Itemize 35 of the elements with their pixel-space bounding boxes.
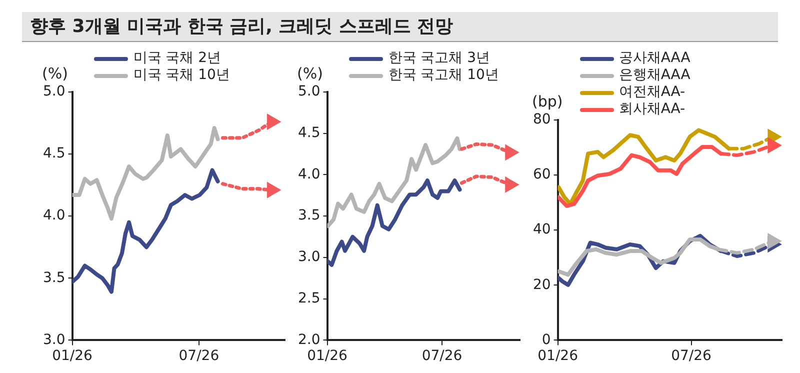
chart-title: 향후 3개월 미국과 한국 금리, 크레딧 스프레드 전망 — [22, 12, 778, 42]
y-tick-label: 3.5 — [43, 270, 66, 286]
legend-label: 미국 국채 2년 — [133, 50, 222, 67]
y-tick-label: 2.0 — [298, 332, 320, 348]
y-tick-label: 4.5 — [43, 146, 66, 162]
legend-label: 한국 국고채 3년 — [388, 50, 490, 67]
y-tick-label: 2.5 — [298, 290, 320, 306]
x-tick-label: 07/26 — [178, 348, 220, 364]
y-tick-label: 4.5 — [298, 125, 320, 142]
legend-label: 미국 국채 10년 — [133, 67, 230, 84]
x-tick-label: 07/26 — [422, 348, 462, 364]
y-tick-label: 3.5 — [298, 208, 320, 224]
x-tick-label: 01/26 — [307, 348, 348, 364]
y-axis-title: (bp) — [532, 92, 563, 110]
y-tick-label: 5.0 — [43, 84, 66, 100]
legend-label: 회사채AA- — [618, 101, 686, 118]
legend-label: 한국 국고채 10년 — [388, 67, 499, 84]
x-tick-label: 01/26 — [538, 348, 578, 364]
y-tick-label: 4.0 — [43, 208, 66, 224]
x-tick-label: 01/26 — [52, 348, 93, 364]
y-axis-title: (%) — [297, 64, 323, 82]
legend-label: 공사채AAA — [618, 50, 690, 67]
x-tick-label: 07/26 — [671, 348, 712, 364]
y-tick-label: 20 — [532, 276, 551, 293]
y-tick-label: 80 — [532, 112, 551, 128]
legend-label: 은행채AAA — [618, 67, 690, 84]
y-tick-label: 0 — [542, 332, 551, 348]
legend-label: 여전채AA- — [618, 84, 686, 101]
y-axis-title: (%) — [42, 64, 68, 82]
y-tick-label: 3.0 — [43, 332, 66, 348]
y-tick-label: 40 — [532, 222, 551, 238]
y-tick-label: 3.0 — [298, 249, 320, 266]
y-tick-label: 5.0 — [298, 84, 320, 100]
y-tick-label: 60 — [532, 166, 551, 183]
y-tick-label: 4.0 — [298, 166, 320, 182]
